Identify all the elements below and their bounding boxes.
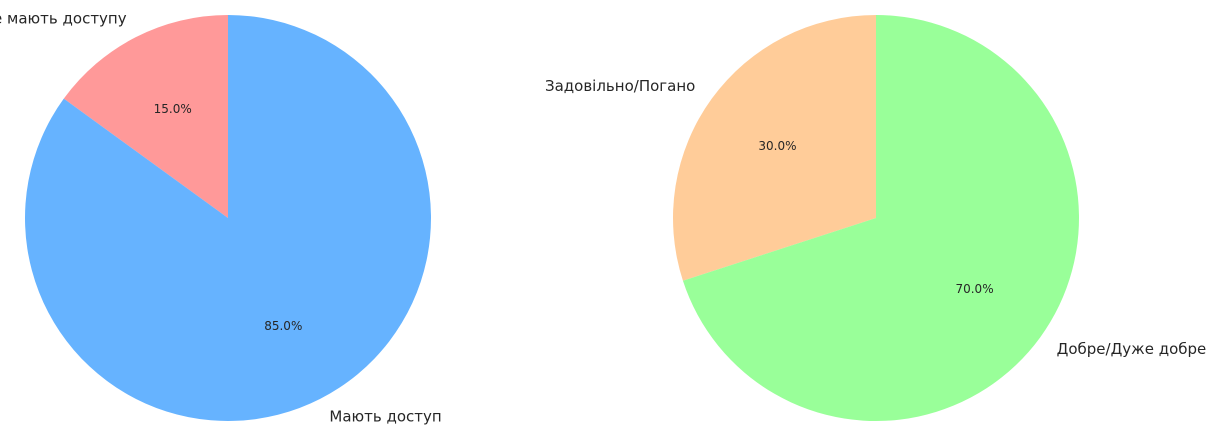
- pie2-slice-2: [682, 15, 1079, 421]
- pie1-category-label-2: Мають доступ: [329, 407, 441, 425]
- pie2-category-label-1: Задовільно/Погано: [545, 77, 695, 95]
- pie2-pct-label-2: 70.0%: [955, 282, 993, 296]
- pie1-pct-label-2: 85.0%: [264, 319, 302, 333]
- pie2-slice-1: [672, 15, 876, 281]
- pie2-pct-label-1: 30.0%: [758, 139, 796, 153]
- pie2-category-label-2: Добре/Дуже добре: [1057, 340, 1207, 358]
- pie1-pct-label-1: 15.0%: [154, 102, 192, 116]
- pie1-category-label-1: Не мають доступу: [0, 10, 127, 28]
- pie1-slice-1: [63, 15, 229, 218]
- pie1-slice-2: [24, 15, 431, 421]
